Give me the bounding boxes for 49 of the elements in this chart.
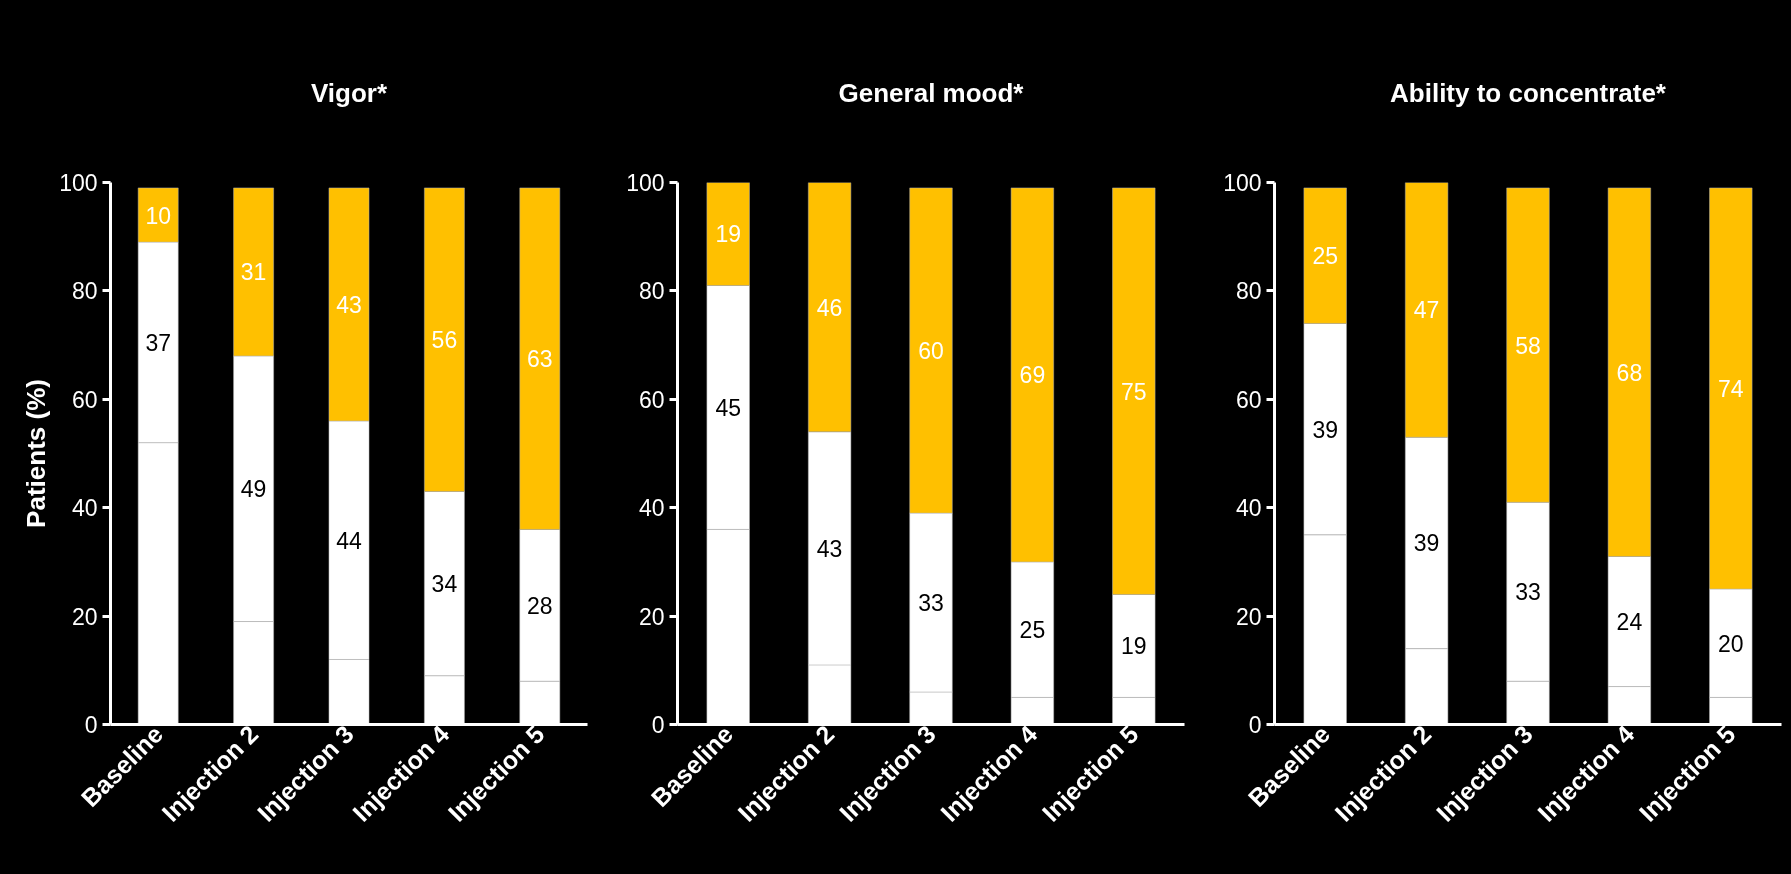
y-tick-label: 20 [1235,603,1262,630]
data-label: 25 [1312,243,1338,270]
y-tick-label: 60 [71,386,98,413]
data-label: 43 [336,291,362,318]
data-label: 46 [816,294,843,321]
data-label: 24 [1616,609,1643,636]
data-label: 20 [1718,630,1744,657]
data-label: 25 [1019,617,1046,644]
data-label: 39 [1413,530,1440,557]
chart-title: General mood* [838,77,1025,108]
data-label: 31 [240,259,267,286]
y-tick-label: 20 [71,603,98,630]
data-label: 63 [527,346,553,373]
data-label: 33 [1515,579,1541,606]
data-label: 60 [918,338,944,365]
data-label: 68 [1616,359,1643,386]
y-tick-label: 80 [638,278,665,305]
y-tick-label: 60 [638,386,665,413]
data-label: 44 [336,527,362,554]
data-label: 58 [1515,332,1541,359]
data-label: 47 [1413,297,1440,324]
y-tick-label: 100 [1223,170,1262,196]
data-label: 56 [431,327,458,354]
data-label: 33 [918,590,944,617]
data-label: 37 [145,329,171,356]
data-label: 28 [527,592,553,619]
data-label: 45 [715,394,741,421]
y-tick-label: 80 [71,278,98,305]
y-tick-label: 40 [71,495,98,522]
data-label: 19 [1121,633,1147,660]
data-label: 43 [816,535,843,562]
chart-title: Ability to concentrate* [1390,77,1667,108]
y-axis-title: Patients (%) [21,379,52,528]
data-label: 74 [1718,375,1744,402]
y-tick-label: 60 [1235,386,1262,413]
data-label: 75 [1121,378,1147,405]
chart-title: Vigor* [310,77,388,108]
data-label: 34 [431,571,458,598]
y-tick-label: 80 [1235,278,1262,305]
y-tick-label: 100 [59,170,98,196]
data-label: 19 [715,221,741,248]
data-label: 39 [1312,416,1338,443]
data-label: 10 [145,202,171,229]
y-tick-label: 20 [638,603,665,630]
y-tick-label: 40 [1235,495,1262,522]
y-tick-label: 100 [626,170,665,196]
data-label: 69 [1019,362,1046,389]
data-label: 49 [240,476,267,503]
y-tick-label: 40 [638,495,665,522]
